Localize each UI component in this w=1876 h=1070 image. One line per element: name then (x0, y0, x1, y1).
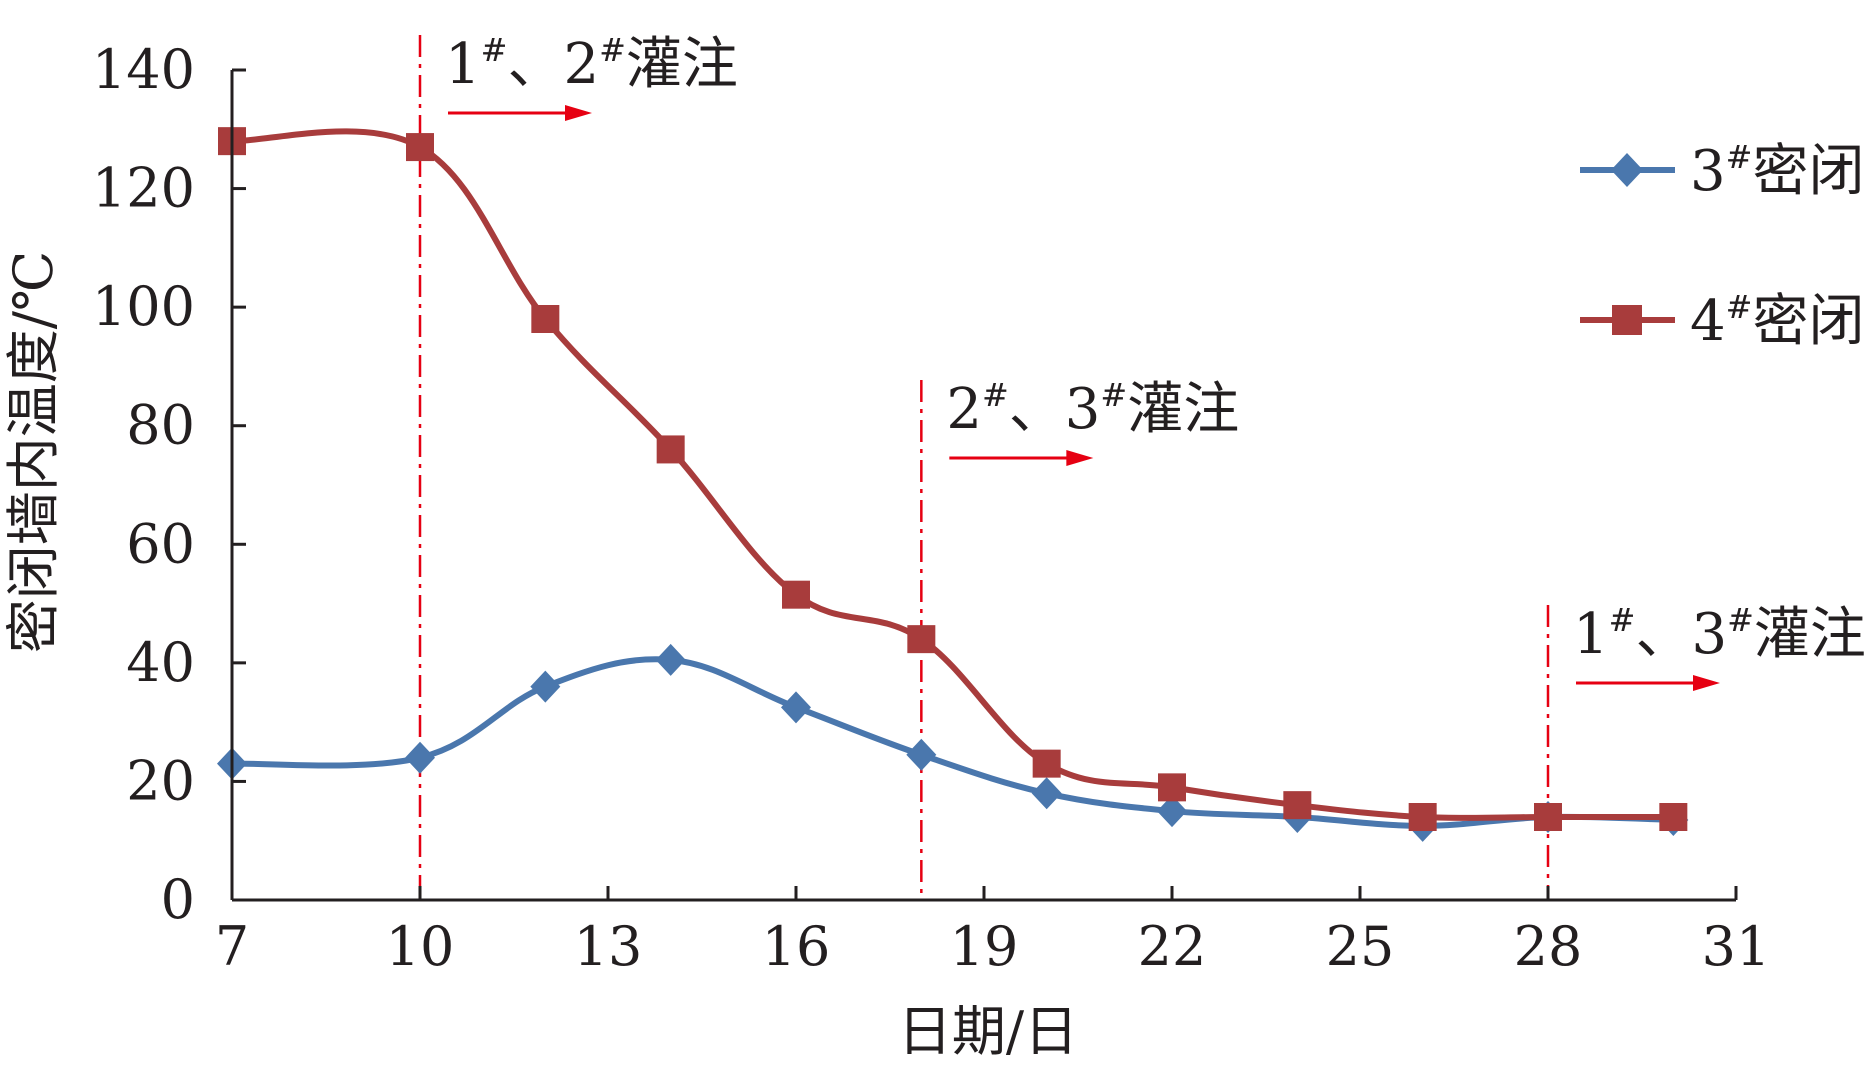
annotation-layer: 1#、2#灌注 2#、3#灌注 1#、3#灌注 (418, 31, 1866, 900)
data-point (531, 305, 560, 333)
data-point (655, 643, 686, 676)
y-tick-label: 140 (92, 38, 195, 101)
y-axis-title: 密闭墙内温度/℃ (2, 251, 65, 654)
data-point (406, 133, 434, 162)
x-tick-label: 31 (1702, 915, 1771, 978)
series-layer (217, 127, 1689, 842)
x-tick-label: 7 (215, 915, 249, 978)
x-tick-label: 19 (950, 915, 1019, 978)
annotation-arrow-head (1693, 675, 1720, 691)
x-tick-label: 28 (1514, 915, 1583, 978)
annotation-label: 1#、2#灌注 (445, 31, 738, 97)
data-point (906, 738, 937, 771)
legend: 3#密闭 4#密闭 (1580, 138, 1864, 354)
x-axis-title: 日期/日 (898, 1000, 1078, 1063)
legend-marker (1612, 305, 1642, 335)
data-point (781, 691, 811, 724)
data-point (1032, 749, 1061, 778)
data-point (782, 580, 810, 609)
data-point (1659, 803, 1688, 831)
data-point (1157, 795, 1187, 828)
annotation-arrow-head (1066, 450, 1094, 466)
data-point (1408, 803, 1437, 831)
y-tick-label: 100 (92, 275, 195, 338)
data-point (1158, 773, 1186, 802)
y-tick-label: 60 (126, 512, 195, 575)
y-tick-label: 0 (161, 868, 195, 931)
x-tick-label: 16 (762, 915, 831, 978)
legend-marker (1611, 153, 1643, 187)
y-tick-label: 20 (126, 749, 195, 812)
axes: 7 10 13 16 19 22 25 28 31 0 20 40 60 80 100 120 140 (92, 38, 1770, 978)
data-point (530, 670, 561, 703)
annotation-arrow-head (565, 105, 592, 121)
data-point (1031, 777, 1062, 810)
data-point (656, 435, 685, 464)
data-point (1283, 791, 1312, 820)
y-tick-label: 40 (126, 631, 195, 694)
series-line-2 (231, 128, 1674, 821)
x-tick-label: 10 (386, 915, 455, 978)
data-point (1534, 803, 1562, 831)
data-point (405, 741, 435, 774)
y-tick-label: 120 (92, 157, 195, 220)
legend-label: 4#密闭 (1690, 288, 1864, 354)
annotation-label: 2#、3#灌注 (946, 376, 1239, 442)
annotation-label: 1#、3#灌注 (1573, 601, 1866, 667)
x-tick-label: 22 (1138, 915, 1207, 978)
x-tick-label: 13 (574, 915, 643, 978)
y-tick-label: 80 (126, 394, 195, 457)
legend-label: 3#密闭 (1690, 138, 1864, 204)
series-line-1 (231, 656, 1674, 829)
data-point (907, 625, 936, 654)
x-tick-label: 25 (1326, 915, 1395, 978)
